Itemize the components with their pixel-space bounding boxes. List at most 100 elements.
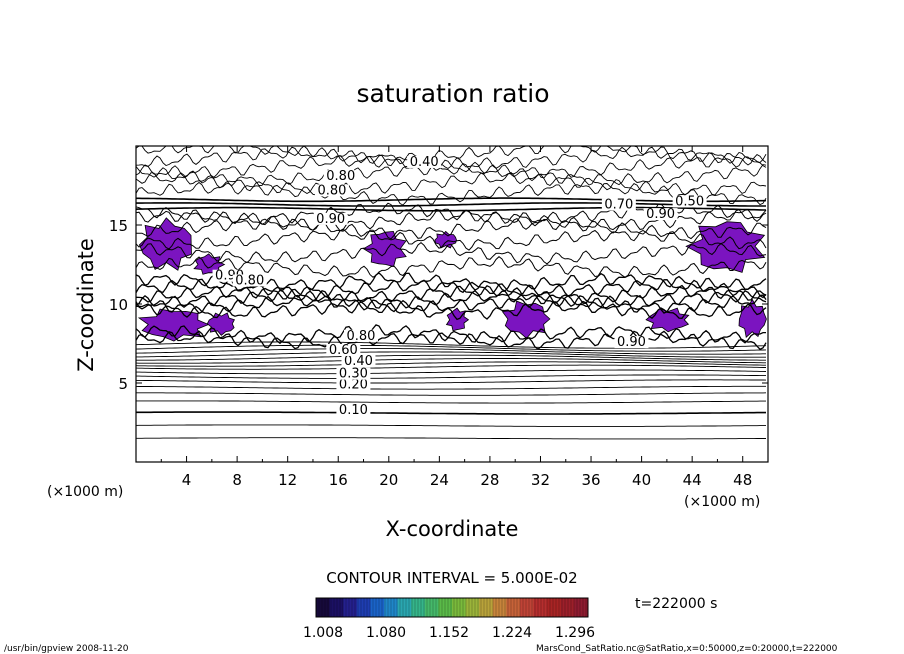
contour-label-bg xyxy=(232,274,267,287)
chart-title: saturation ratio xyxy=(356,79,549,108)
fill-region xyxy=(362,230,407,267)
contour-line xyxy=(135,256,767,278)
contour-line xyxy=(135,228,767,251)
x-tick-label: 44 xyxy=(683,471,702,489)
colorbar-segment xyxy=(560,598,575,617)
contour-label-bg xyxy=(336,404,371,417)
footer-left: /usr/bin/gpview 2008-11-20 xyxy=(4,644,129,654)
colorbar-segment xyxy=(506,598,521,617)
contour-line xyxy=(136,354,766,361)
x-tick-label: 4 xyxy=(182,471,192,489)
supersaturation-fills xyxy=(137,217,767,342)
contour-line xyxy=(136,392,767,396)
y-tick-label: 15 xyxy=(109,217,128,235)
contour-label-bg xyxy=(323,170,358,183)
contour-label: 0.80 xyxy=(317,183,346,198)
x-tick-label: 24 xyxy=(430,471,449,489)
x-tick-label: 36 xyxy=(581,471,600,489)
contour-label: 0.90 xyxy=(316,212,345,227)
colorbar-segment xyxy=(343,598,358,617)
contour-label: 0.10 xyxy=(339,403,368,418)
colorbar-tick-label: 1.296 xyxy=(555,625,595,641)
colorbar-segment xyxy=(574,598,589,617)
x-tick-label: 12 xyxy=(278,471,297,489)
contour-line xyxy=(135,206,766,212)
colorbar-segment xyxy=(329,598,344,617)
colorbar-segment xyxy=(465,598,480,617)
contour-line xyxy=(135,300,767,321)
contour-line xyxy=(136,369,767,375)
contour-line xyxy=(135,294,767,314)
contour-line xyxy=(136,202,766,207)
colorbar-segment xyxy=(316,598,331,617)
colorbar-segment xyxy=(479,598,494,617)
contour-line xyxy=(135,217,767,240)
contour-label: 0.40 xyxy=(410,155,439,170)
colorbar-segment xyxy=(384,598,399,617)
footer-right: MarsCond_SatRatio.nc@SatRatio,x=0:50000,… xyxy=(536,644,838,654)
contour-line xyxy=(135,145,767,165)
contour-label-bg xyxy=(614,336,649,349)
colorbar-segment xyxy=(547,598,562,617)
contour-line xyxy=(135,348,766,355)
contour-label: 0.80 xyxy=(326,169,355,184)
contour-labels: 0.100.200.300.400.600.900.900.800.800.80… xyxy=(212,155,707,418)
y-tick-label: 10 xyxy=(109,296,128,314)
contour-line xyxy=(135,358,766,364)
contour-label: 0.80 xyxy=(235,273,264,288)
contour-label-bg xyxy=(314,184,349,197)
contour-label: 0.60 xyxy=(329,343,358,358)
x-unit-label: (×1000 m) xyxy=(684,494,760,510)
contour-label: 0.50 xyxy=(675,194,704,209)
colorbar-tick-label: 1.008 xyxy=(303,625,343,641)
contour-line xyxy=(136,351,766,358)
colorbar-segment xyxy=(397,598,412,617)
contour-line xyxy=(135,361,766,367)
contour-line xyxy=(135,154,767,179)
x-tick-label: 20 xyxy=(379,471,398,489)
x-tick-label: 48 xyxy=(733,471,752,489)
colorbar-segment xyxy=(452,598,467,617)
contour-line xyxy=(135,330,767,350)
x-tick-label: 28 xyxy=(480,471,499,489)
contour-line xyxy=(135,162,767,187)
contour-line xyxy=(135,171,767,196)
contour-line xyxy=(135,146,767,170)
contour-label: 0.40 xyxy=(344,354,373,369)
contour-line xyxy=(135,284,767,304)
contour-lines xyxy=(135,145,767,440)
contour-line xyxy=(136,374,766,379)
colorbar-segment xyxy=(438,598,453,617)
contour-label-bg xyxy=(672,195,707,208)
contour-line xyxy=(135,364,766,370)
y-tick-label: 5 xyxy=(118,375,128,393)
plot-area: 0.100.200.300.400.600.900.900.800.800.80… xyxy=(109,145,769,489)
x-tick-label: 40 xyxy=(632,471,651,489)
x-axis-label: X-coordinate xyxy=(386,517,519,541)
contour-label: 0.90 xyxy=(617,335,646,350)
x-tick-label: 8 xyxy=(232,471,242,489)
contour-label-bg xyxy=(407,155,442,168)
contour-label: 0.70 xyxy=(604,198,633,213)
colorbar-tick-label: 1.080 xyxy=(366,625,406,641)
colorbar-segment xyxy=(370,598,385,617)
y-axis-ticks: 5 10 15 xyxy=(109,217,768,393)
fill-region xyxy=(501,300,551,339)
contour-line xyxy=(135,181,767,206)
contour-line xyxy=(136,197,767,203)
contour-label-bg xyxy=(341,355,376,368)
fill-region xyxy=(645,307,690,333)
colorbar-segment xyxy=(520,598,535,617)
contour-label-bg xyxy=(336,378,371,391)
z-unit-label: (×1000 m) xyxy=(47,484,123,500)
colorbar-tick-labels: 1.008 1.080 1.152 1.224 1.296 xyxy=(303,625,595,641)
x-axis-ticks: 4 8 12 16 20 24 28 32 36 40 44 48 xyxy=(160,146,752,489)
contour-label-bg xyxy=(601,198,636,211)
colorbar-segment xyxy=(492,598,507,617)
contour-line xyxy=(135,424,766,427)
colorbar-tick-label: 1.152 xyxy=(429,625,469,641)
colorbar-tick-label: 1.224 xyxy=(492,625,532,641)
colorbar-segment xyxy=(356,598,371,617)
x-tick-label: 16 xyxy=(329,471,348,489)
